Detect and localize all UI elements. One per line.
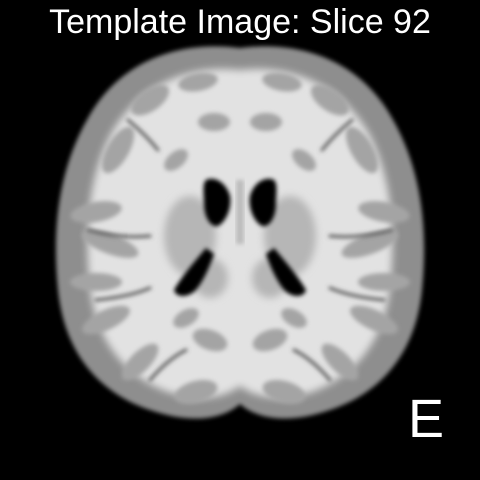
lateral-ventricles xyxy=(174,178,306,296)
panel-label: E xyxy=(407,389,444,449)
sulci xyxy=(86,118,394,382)
figure-title: Template Image: Slice 92 xyxy=(49,3,431,41)
septum xyxy=(236,180,244,244)
cortical-folds xyxy=(70,72,410,405)
